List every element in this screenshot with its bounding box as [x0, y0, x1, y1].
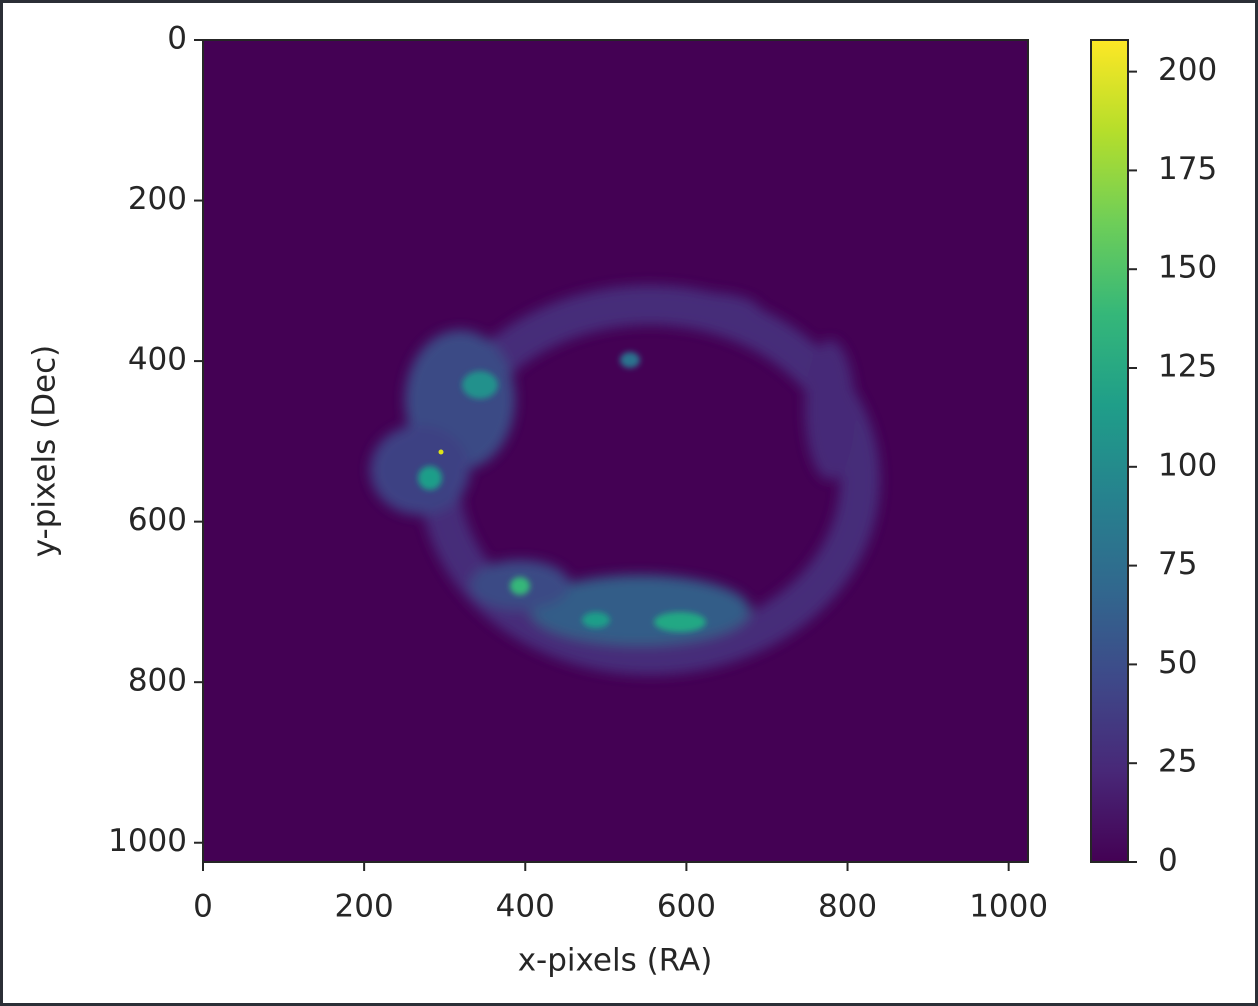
x-tick-label: 800	[818, 889, 877, 925]
colorbar-tick-label: 200	[1158, 52, 1217, 88]
colorbar-tick-label: 100	[1158, 447, 1217, 483]
x-tick-label: 600	[657, 889, 716, 925]
colorbar-tick-label: 50	[1158, 645, 1197, 681]
image-content	[370, 285, 880, 675]
x-tick-label: 1000	[969, 889, 1048, 925]
axes-frame	[202, 39, 1029, 863]
colorbar-tick-label: 150	[1158, 250, 1217, 286]
x-tick-label: 400	[496, 889, 555, 925]
image-background	[203, 40, 1028, 862]
y-tick-label: 600	[128, 502, 187, 538]
colorbar-tick-label: 125	[1158, 349, 1217, 385]
colorbar-tick-label: 175	[1158, 151, 1217, 187]
y-tick-label: 400	[128, 342, 187, 378]
y-tick-label: 800	[128, 663, 187, 699]
colorbar	[1090, 39, 1129, 863]
x-axis-label: x-pixels (RA)	[518, 943, 713, 979]
x-tick-label: 0	[193, 889, 213, 925]
colorbar-tick-label: 0	[1158, 843, 1178, 879]
y-axis-label: y-pixels (Dec)	[27, 345, 63, 558]
x-tick-label: 200	[335, 889, 394, 925]
colorbar-tick-label: 25	[1158, 744, 1197, 780]
colorbar-tick-label: 75	[1158, 546, 1197, 582]
y-tick-label: 0	[167, 21, 187, 57]
y-tick-label: 1000	[108, 823, 187, 859]
y-tick-label: 200	[128, 181, 187, 217]
